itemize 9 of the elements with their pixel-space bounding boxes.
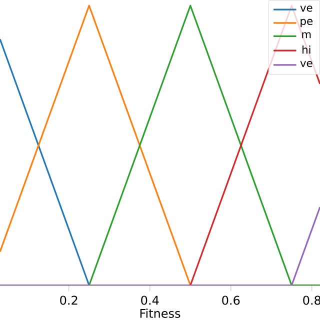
x-tick-label: 0.6 bbox=[222, 296, 240, 305]
x-tick-label: 0.4 bbox=[141, 296, 159, 305]
legend-label: m bbox=[302, 32, 311, 38]
legend-label: ve bbox=[300, 6, 312, 12]
legend-label: hi bbox=[302, 46, 310, 54]
legend-label: ve bbox=[300, 60, 312, 68]
x-tick-label: 0.2 bbox=[60, 296, 78, 305]
x-axis-title: Fitness bbox=[140, 308, 180, 318]
legend-label: pe bbox=[300, 18, 313, 28]
